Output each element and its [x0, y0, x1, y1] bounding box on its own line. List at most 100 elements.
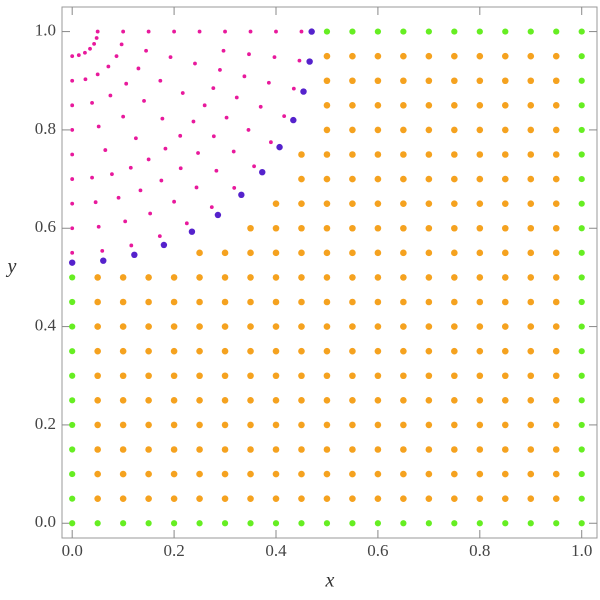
point	[400, 126, 407, 134]
point	[94, 274, 101, 281]
point	[400, 200, 407, 207]
point	[349, 274, 356, 281]
point	[476, 274, 484, 281]
point	[158, 78, 163, 83]
point	[124, 81, 129, 86]
point	[578, 348, 585, 355]
point	[451, 52, 458, 60]
point	[110, 172, 114, 177]
y-tick-label: 1.0	[35, 20, 56, 39]
point	[70, 201, 75, 206]
point	[578, 126, 585, 134]
x-tick-label: 0.6	[367, 541, 388, 560]
point	[425, 200, 433, 207]
point	[476, 200, 484, 207]
point	[501, 151, 509, 158]
point	[92, 41, 96, 46]
point	[400, 298, 407, 306]
point	[451, 126, 458, 134]
point	[94, 446, 101, 453]
point	[552, 52, 560, 60]
point	[119, 347, 127, 355]
point	[93, 200, 98, 205]
point	[170, 495, 178, 502]
point	[552, 347, 560, 355]
point	[400, 323, 407, 330]
point	[272, 274, 280, 281]
point	[69, 470, 76, 478]
point	[374, 421, 382, 429]
point	[552, 397, 560, 404]
point	[188, 228, 196, 235]
point	[94, 470, 101, 478]
point	[68, 259, 76, 266]
point	[119, 397, 127, 404]
point	[425, 126, 433, 134]
point	[451, 397, 458, 404]
point	[374, 175, 382, 183]
point	[116, 195, 121, 200]
point	[221, 274, 229, 281]
point	[119, 421, 127, 429]
point	[501, 298, 509, 306]
point	[247, 372, 254, 380]
point	[272, 495, 280, 502]
point	[349, 470, 356, 478]
point	[170, 323, 178, 330]
point	[527, 323, 535, 330]
point	[501, 102, 509, 109]
point	[425, 274, 433, 281]
point	[501, 274, 509, 281]
point	[476, 446, 484, 453]
point	[476, 520, 483, 527]
point	[218, 68, 222, 72]
point	[69, 372, 76, 379]
point	[323, 102, 331, 109]
point	[578, 446, 585, 453]
point	[70, 226, 75, 231]
point	[578, 397, 585, 404]
point	[552, 421, 560, 429]
point	[451, 347, 458, 355]
point	[196, 347, 203, 355]
point	[298, 347, 305, 355]
point	[272, 298, 280, 306]
point	[211, 86, 216, 91]
point	[451, 224, 458, 232]
point	[298, 323, 305, 330]
point	[476, 151, 484, 158]
point	[323, 126, 331, 134]
point	[323, 52, 331, 60]
y-axis-label: y	[6, 256, 17, 278]
point	[145, 323, 152, 330]
point	[451, 151, 458, 158]
point	[196, 249, 203, 257]
point	[323, 298, 331, 306]
point	[552, 372, 560, 380]
point	[374, 102, 382, 109]
point	[70, 78, 75, 83]
point	[70, 177, 75, 181]
point	[69, 397, 76, 404]
point	[100, 257, 107, 264]
point	[527, 175, 535, 183]
point	[103, 148, 108, 152]
x-tick-label: 0.2	[163, 541, 184, 560]
point	[170, 446, 178, 453]
point	[349, 151, 356, 158]
point	[272, 446, 280, 453]
point	[552, 224, 560, 232]
point	[451, 421, 458, 429]
point	[501, 347, 509, 355]
point	[425, 151, 433, 158]
point	[69, 348, 76, 355]
point	[451, 520, 458, 527]
point	[247, 397, 254, 404]
point	[196, 151, 200, 155]
point	[400, 102, 407, 109]
point	[502, 28, 509, 35]
point	[298, 274, 305, 281]
point	[527, 200, 535, 207]
point	[70, 128, 75, 132]
point	[578, 298, 585, 306]
